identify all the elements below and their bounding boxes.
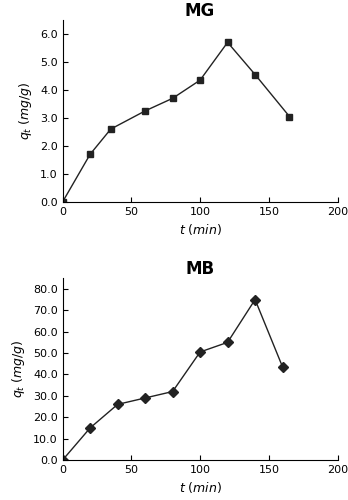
Y-axis label: $\mathit{q_t}$ $\mathit{(mg/g)}$: $\mathit{q_t}$ $\mathit{(mg/g)}$ (17, 82, 34, 140)
Y-axis label: $\mathit{q_t}$ $\mathit{(mg/g)}$: $\mathit{q_t}$ $\mathit{(mg/g)}$ (10, 340, 27, 398)
X-axis label: $\mathit{t}$ $\mathit{(min)}$: $\mathit{t}$ $\mathit{(min)}$ (179, 222, 222, 237)
Title: MG: MG (185, 2, 215, 20)
Title: MB: MB (185, 260, 215, 278)
X-axis label: $\mathit{t}$ $\mathit{(min)}$: $\mathit{t}$ $\mathit{(min)}$ (179, 480, 222, 496)
